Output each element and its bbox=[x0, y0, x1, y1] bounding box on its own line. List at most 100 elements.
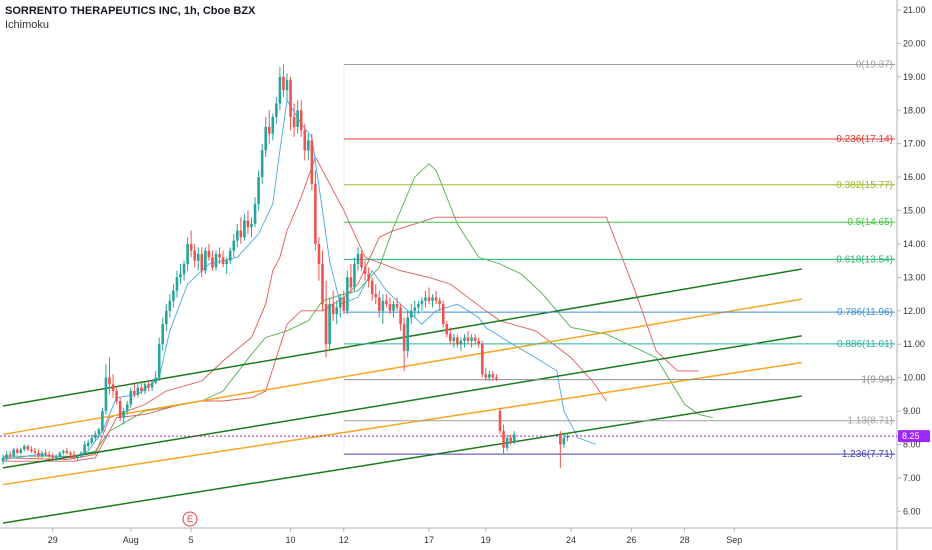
channel-line bbox=[2, 361, 802, 486]
candle-body bbox=[456, 337, 459, 345]
candle-body bbox=[1, 457, 5, 462]
candle-body bbox=[83, 444, 86, 453]
time-tick-label: Sep bbox=[726, 535, 742, 545]
chart-header: SORRENTO THERAPEUTICS INC, 1h, Cboe BZX … bbox=[5, 4, 255, 32]
candle-body bbox=[303, 130, 307, 151]
candle-body bbox=[473, 337, 477, 341]
candle-body bbox=[484, 374, 488, 378]
candle-body bbox=[470, 337, 473, 341]
candle-body bbox=[172, 290, 175, 301]
candle-body bbox=[424, 297, 427, 301]
candle-body bbox=[342, 297, 346, 311]
price-tick-label: 9.00 bbox=[903, 406, 921, 416]
candle-body bbox=[480, 344, 484, 375]
candle-body bbox=[253, 203, 257, 224]
candle-body bbox=[250, 223, 253, 228]
candle-body bbox=[154, 377, 157, 383]
fib-level-label: 0.786(11.96) bbox=[837, 307, 893, 318]
candle-body bbox=[118, 401, 122, 418]
candle-body bbox=[431, 297, 434, 301]
candle-body bbox=[189, 243, 193, 251]
candle-body bbox=[363, 267, 367, 275]
candle-body bbox=[133, 390, 136, 395]
candle-body bbox=[267, 126, 271, 134]
price-tick-label: 18.00 bbox=[903, 105, 926, 115]
candle-body bbox=[218, 253, 221, 258]
candle-body bbox=[182, 264, 186, 275]
candle-body bbox=[466, 337, 470, 341]
kijun-sen-line bbox=[2, 155, 607, 460]
candle-body bbox=[72, 454, 76, 458]
candle-body bbox=[335, 307, 338, 315]
candle-body bbox=[26, 446, 30, 450]
indicator-label[interactable]: Ichimoku bbox=[5, 19, 50, 31]
price-tick-label: 21.00 bbox=[903, 5, 926, 15]
time-tick-label: 29 bbox=[48, 535, 58, 545]
candle-body bbox=[101, 411, 104, 432]
candle-body bbox=[427, 297, 431, 301]
candle-body bbox=[452, 337, 456, 341]
price-tick-label: 12.00 bbox=[903, 306, 926, 316]
candle-body bbox=[314, 183, 317, 244]
channel-line bbox=[2, 395, 802, 524]
candle-body bbox=[15, 449, 19, 453]
candle-body bbox=[200, 253, 204, 271]
candle-body bbox=[211, 257, 214, 268]
candle-body bbox=[51, 456, 54, 458]
candle-body bbox=[495, 377, 498, 380]
fib-level-label: 0.5(14.65) bbox=[847, 217, 893, 228]
candle-body bbox=[292, 116, 296, 127]
candle-body bbox=[150, 382, 154, 388]
fib-level-label: 1.13(8.71) bbox=[847, 416, 893, 427]
candle-body bbox=[23, 446, 26, 450]
candle-body bbox=[69, 452, 72, 455]
candle-body bbox=[498, 411, 502, 432]
candle-body bbox=[147, 384, 150, 388]
candle-body bbox=[175, 277, 179, 291]
candle-body bbox=[246, 220, 250, 228]
price-tick-label: 16.00 bbox=[903, 172, 926, 182]
candle-body bbox=[331, 304, 335, 315]
candle-body bbox=[225, 260, 228, 264]
earnings-marker-icon bbox=[182, 511, 198, 527]
candle-body bbox=[275, 103, 278, 117]
candle-body bbox=[402, 324, 406, 351]
candle-body bbox=[441, 304, 445, 325]
candle-body bbox=[338, 297, 342, 308]
candle-body bbox=[260, 150, 264, 178]
candle-body bbox=[566, 436, 569, 438]
candle-body bbox=[381, 300, 385, 311]
earnings-marker-label: E bbox=[187, 514, 193, 524]
current-price-badge bbox=[898, 430, 930, 443]
senkou-span-b-line bbox=[3, 216, 699, 462]
candle-body bbox=[30, 449, 33, 452]
candle-body bbox=[186, 243, 189, 264]
channel-line bbox=[2, 298, 802, 436]
time-tick-label: 17 bbox=[424, 535, 434, 545]
candle-body bbox=[8, 454, 12, 457]
fib-level-label: 0.618(13.54) bbox=[836, 254, 893, 265]
candle-body bbox=[236, 230, 239, 241]
time-tick-label: 28 bbox=[680, 535, 690, 545]
candle-body bbox=[367, 274, 370, 281]
time-tick-label: 26 bbox=[626, 535, 636, 545]
candle-body bbox=[207, 250, 211, 258]
candle-body bbox=[5, 454, 8, 458]
candle-body bbox=[196, 253, 200, 261]
candle-body bbox=[278, 76, 282, 104]
candle-body bbox=[406, 317, 409, 351]
candle-body bbox=[157, 344, 161, 378]
candle-body bbox=[321, 264, 324, 305]
channel-line bbox=[2, 335, 802, 469]
candle-body bbox=[165, 310, 168, 325]
candle-body bbox=[459, 340, 463, 345]
candle-body bbox=[488, 374, 491, 378]
fib-level-label: 0(19.37) bbox=[856, 59, 893, 70]
candle-body bbox=[282, 76, 285, 91]
candle-body bbox=[285, 80, 289, 91]
candle-body bbox=[179, 274, 182, 278]
candle-body bbox=[65, 451, 69, 453]
candle-body bbox=[271, 116, 275, 134]
candle-body bbox=[434, 297, 438, 301]
